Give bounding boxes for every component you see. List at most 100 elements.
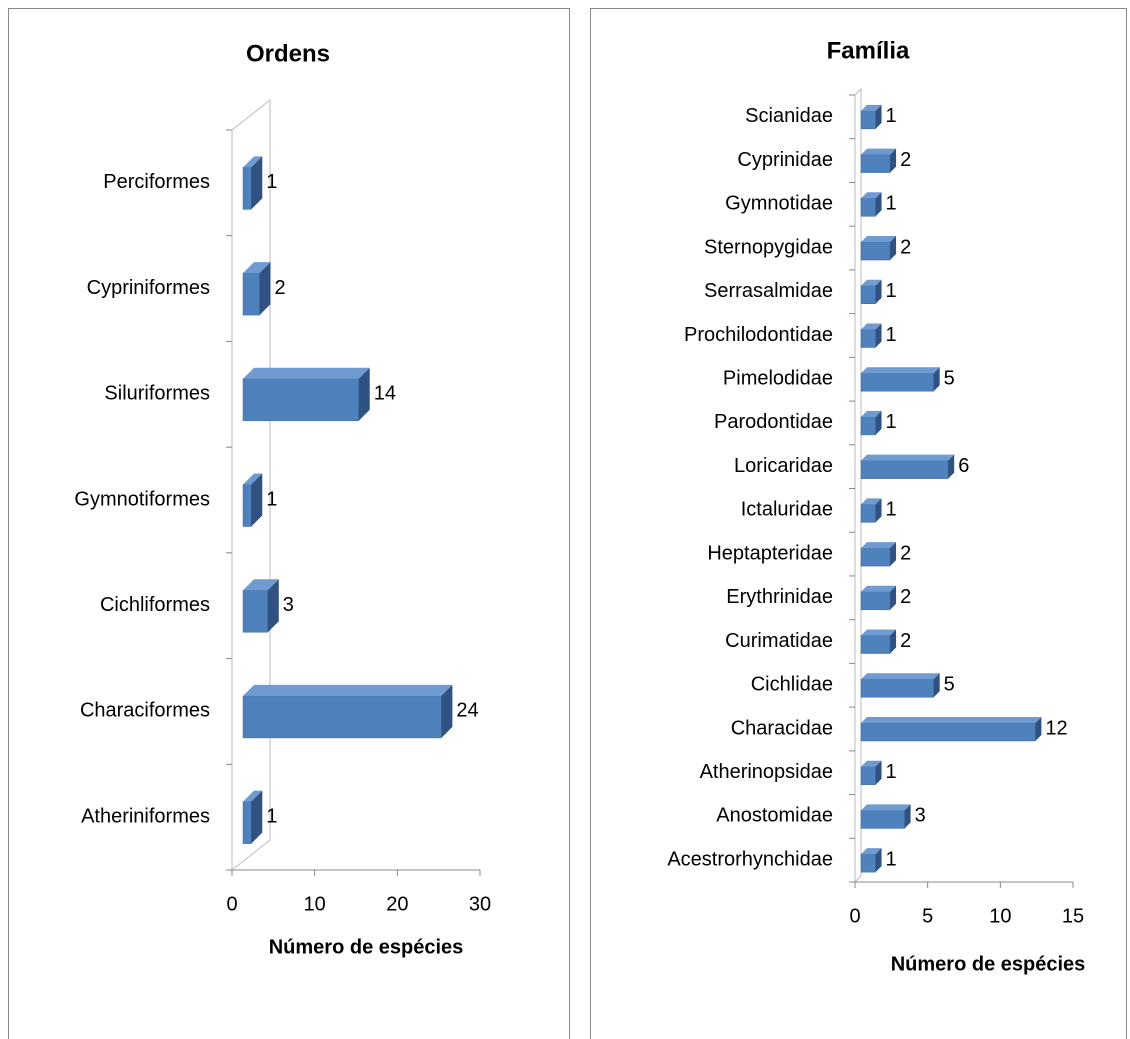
bar [242, 262, 271, 316]
bar [242, 156, 263, 210]
bar-side [875, 498, 882, 523]
y-tick-label: Gymnotidae [725, 193, 833, 215]
bar [860, 585, 897, 611]
y-tick-label: Loricaridae [734, 455, 833, 477]
bar-top [861, 848, 882, 855]
y-tick-label: Atheriniformes [81, 805, 210, 827]
panel [590, 8, 1127, 1039]
y-tick-label: Gymnotiformes [74, 488, 210, 510]
chart-title: Família [827, 37, 910, 64]
bar-top [861, 323, 882, 330]
bar-top [861, 629, 897, 636]
bar [860, 236, 897, 261]
bar-side [441, 684, 453, 738]
bar [242, 367, 370, 422]
bar-top [861, 367, 940, 374]
bar-side [890, 585, 897, 610]
bar-front [860, 241, 891, 261]
bar-front [242, 801, 252, 844]
data-label: 1 [886, 105, 897, 127]
y-tick-label: Sternopygidae [704, 236, 833, 258]
bar-top [243, 579, 279, 591]
data-label: 2 [900, 542, 911, 564]
y-tick-label: Erythrinidae [726, 586, 833, 608]
data-label: 1 [886, 280, 897, 302]
bar-side [1035, 716, 1042, 741]
bar [860, 323, 882, 348]
bar-side [948, 454, 955, 479]
bar-top [861, 104, 882, 111]
bar-top [861, 585, 897, 592]
bar-front [860, 679, 934, 698]
bar [860, 629, 897, 654]
panel [8, 8, 570, 1039]
x-tick-label: 15 [1062, 905, 1084, 927]
y-tick-label: Anostomidae [716, 805, 833, 827]
x-tick-label: 10 [989, 905, 1011, 927]
y-tick-label: Cichlidae [751, 674, 833, 696]
bar-side [875, 279, 882, 304]
data-label: 5 [944, 367, 955, 389]
y-tick-label: Curimatidae [725, 630, 833, 652]
bar-front [860, 504, 876, 523]
bar [860, 760, 882, 785]
bar-front [860, 285, 876, 304]
bar-top [861, 454, 955, 461]
bar-side [875, 760, 882, 785]
bar [242, 684, 453, 739]
bar [860, 104, 882, 130]
y-tick-label: Scianidae [745, 105, 833, 127]
y-tick-label: Cypriniformes [87, 277, 210, 299]
y-tick-label: Characidae [731, 717, 833, 739]
bar [242, 473, 263, 527]
x-axis-label: Número de espécies [269, 936, 464, 958]
bar-front [860, 635, 891, 654]
y-tick-label: Atherinopsidae [700, 761, 833, 783]
bar-top [861, 673, 940, 680]
x-tick-label: 5 [922, 905, 933, 927]
bar [860, 673, 940, 698]
bar-side [890, 542, 897, 567]
data-label: 1 [886, 499, 897, 521]
data-label: 1 [886, 193, 897, 215]
y-tick-label: Parodontidae [714, 411, 833, 433]
bar-front [860, 416, 876, 436]
bar-front [860, 198, 876, 217]
back-wall [854, 87, 862, 884]
data-label: 3 [283, 594, 294, 616]
bar-front [860, 154, 891, 173]
bar [860, 804, 911, 829]
bar-front [860, 766, 876, 785]
bar-side [251, 790, 263, 844]
data-label: 2 [275, 277, 286, 299]
bar-side [875, 323, 882, 348]
data-label: 24 [456, 700, 478, 722]
bar [860, 454, 955, 479]
bar-front [860, 547, 891, 567]
bar-side [267, 579, 279, 633]
data-label: 1 [266, 805, 277, 827]
bar-front [860, 329, 876, 348]
bar-front [242, 272, 260, 316]
bar-front [860, 460, 949, 479]
bar [860, 148, 897, 173]
x-tick-label: 0 [849, 905, 860, 927]
data-label: 1 [266, 171, 277, 193]
bar [860, 410, 882, 436]
bar-side [251, 156, 263, 210]
chart-title: Ordens [246, 40, 330, 67]
data-label: 2 [900, 630, 911, 652]
data-label: 1 [886, 411, 897, 433]
bar-top [861, 498, 882, 505]
bar-top [861, 804, 911, 811]
bar-front [860, 853, 876, 873]
y-tick-label: Siluriformes [104, 383, 210, 405]
data-label: 1 [886, 324, 897, 346]
bar-top [243, 473, 263, 485]
data-label: 2 [900, 236, 911, 258]
y-tick-label: Ictaluridae [741, 499, 833, 521]
x-tick-label: 10 [304, 893, 326, 915]
x-tick-label: 30 [469, 893, 491, 915]
data-label: 14 [374, 383, 396, 405]
